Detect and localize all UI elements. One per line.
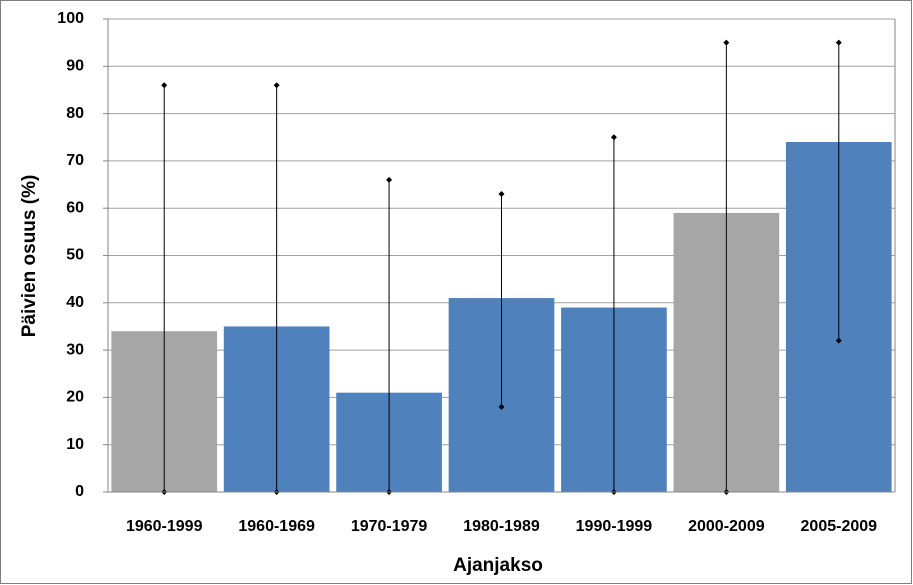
x-axis-title: Ajanjakso — [453, 555, 543, 576]
error-cap — [386, 176, 393, 183]
error-cap — [835, 39, 842, 46]
y-tick-label: 10 — [66, 436, 84, 453]
y-axis-title: Päivien osuus (%) — [19, 175, 40, 338]
error-cap — [161, 82, 168, 89]
y-tick-label: 0 — [75, 483, 84, 500]
x-tick-label: 1960-1999 — [126, 518, 203, 535]
y-tick-label: 100 — [57, 10, 84, 27]
y-tick-label: 20 — [66, 389, 84, 406]
x-tick-label: 1970-1979 — [351, 518, 428, 535]
error-cap — [723, 39, 730, 46]
error-cap — [273, 82, 280, 89]
error-cap — [498, 191, 505, 198]
y-tick-label: 50 — [66, 247, 84, 264]
y-tick-label: 40 — [66, 294, 84, 311]
x-tick-label: 1980-1989 — [463, 518, 540, 535]
y-tick-label: 70 — [66, 152, 84, 169]
error-cap — [835, 337, 842, 344]
x-tick-label: 1960-1969 — [238, 518, 315, 535]
x-tick-label: 2000-2009 — [688, 518, 765, 535]
y-tick-label: 90 — [66, 58, 84, 75]
y-tick-label: 60 — [66, 199, 84, 216]
x-tick-label: 1990-1999 — [576, 518, 653, 535]
x-tick-label: 2005-2009 — [801, 518, 878, 535]
error-cap — [498, 403, 505, 410]
error-cap — [610, 134, 617, 141]
y-tick-label: 80 — [66, 105, 84, 122]
y-tick-label: 30 — [66, 341, 84, 358]
